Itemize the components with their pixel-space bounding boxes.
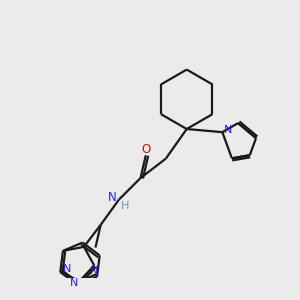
Text: N: N [108, 191, 117, 204]
Text: N: N [63, 264, 72, 274]
Text: N: N [224, 125, 232, 135]
Text: N: N [90, 266, 98, 277]
Text: H: H [121, 201, 129, 211]
Text: O: O [141, 143, 150, 156]
Text: N: N [70, 278, 78, 288]
